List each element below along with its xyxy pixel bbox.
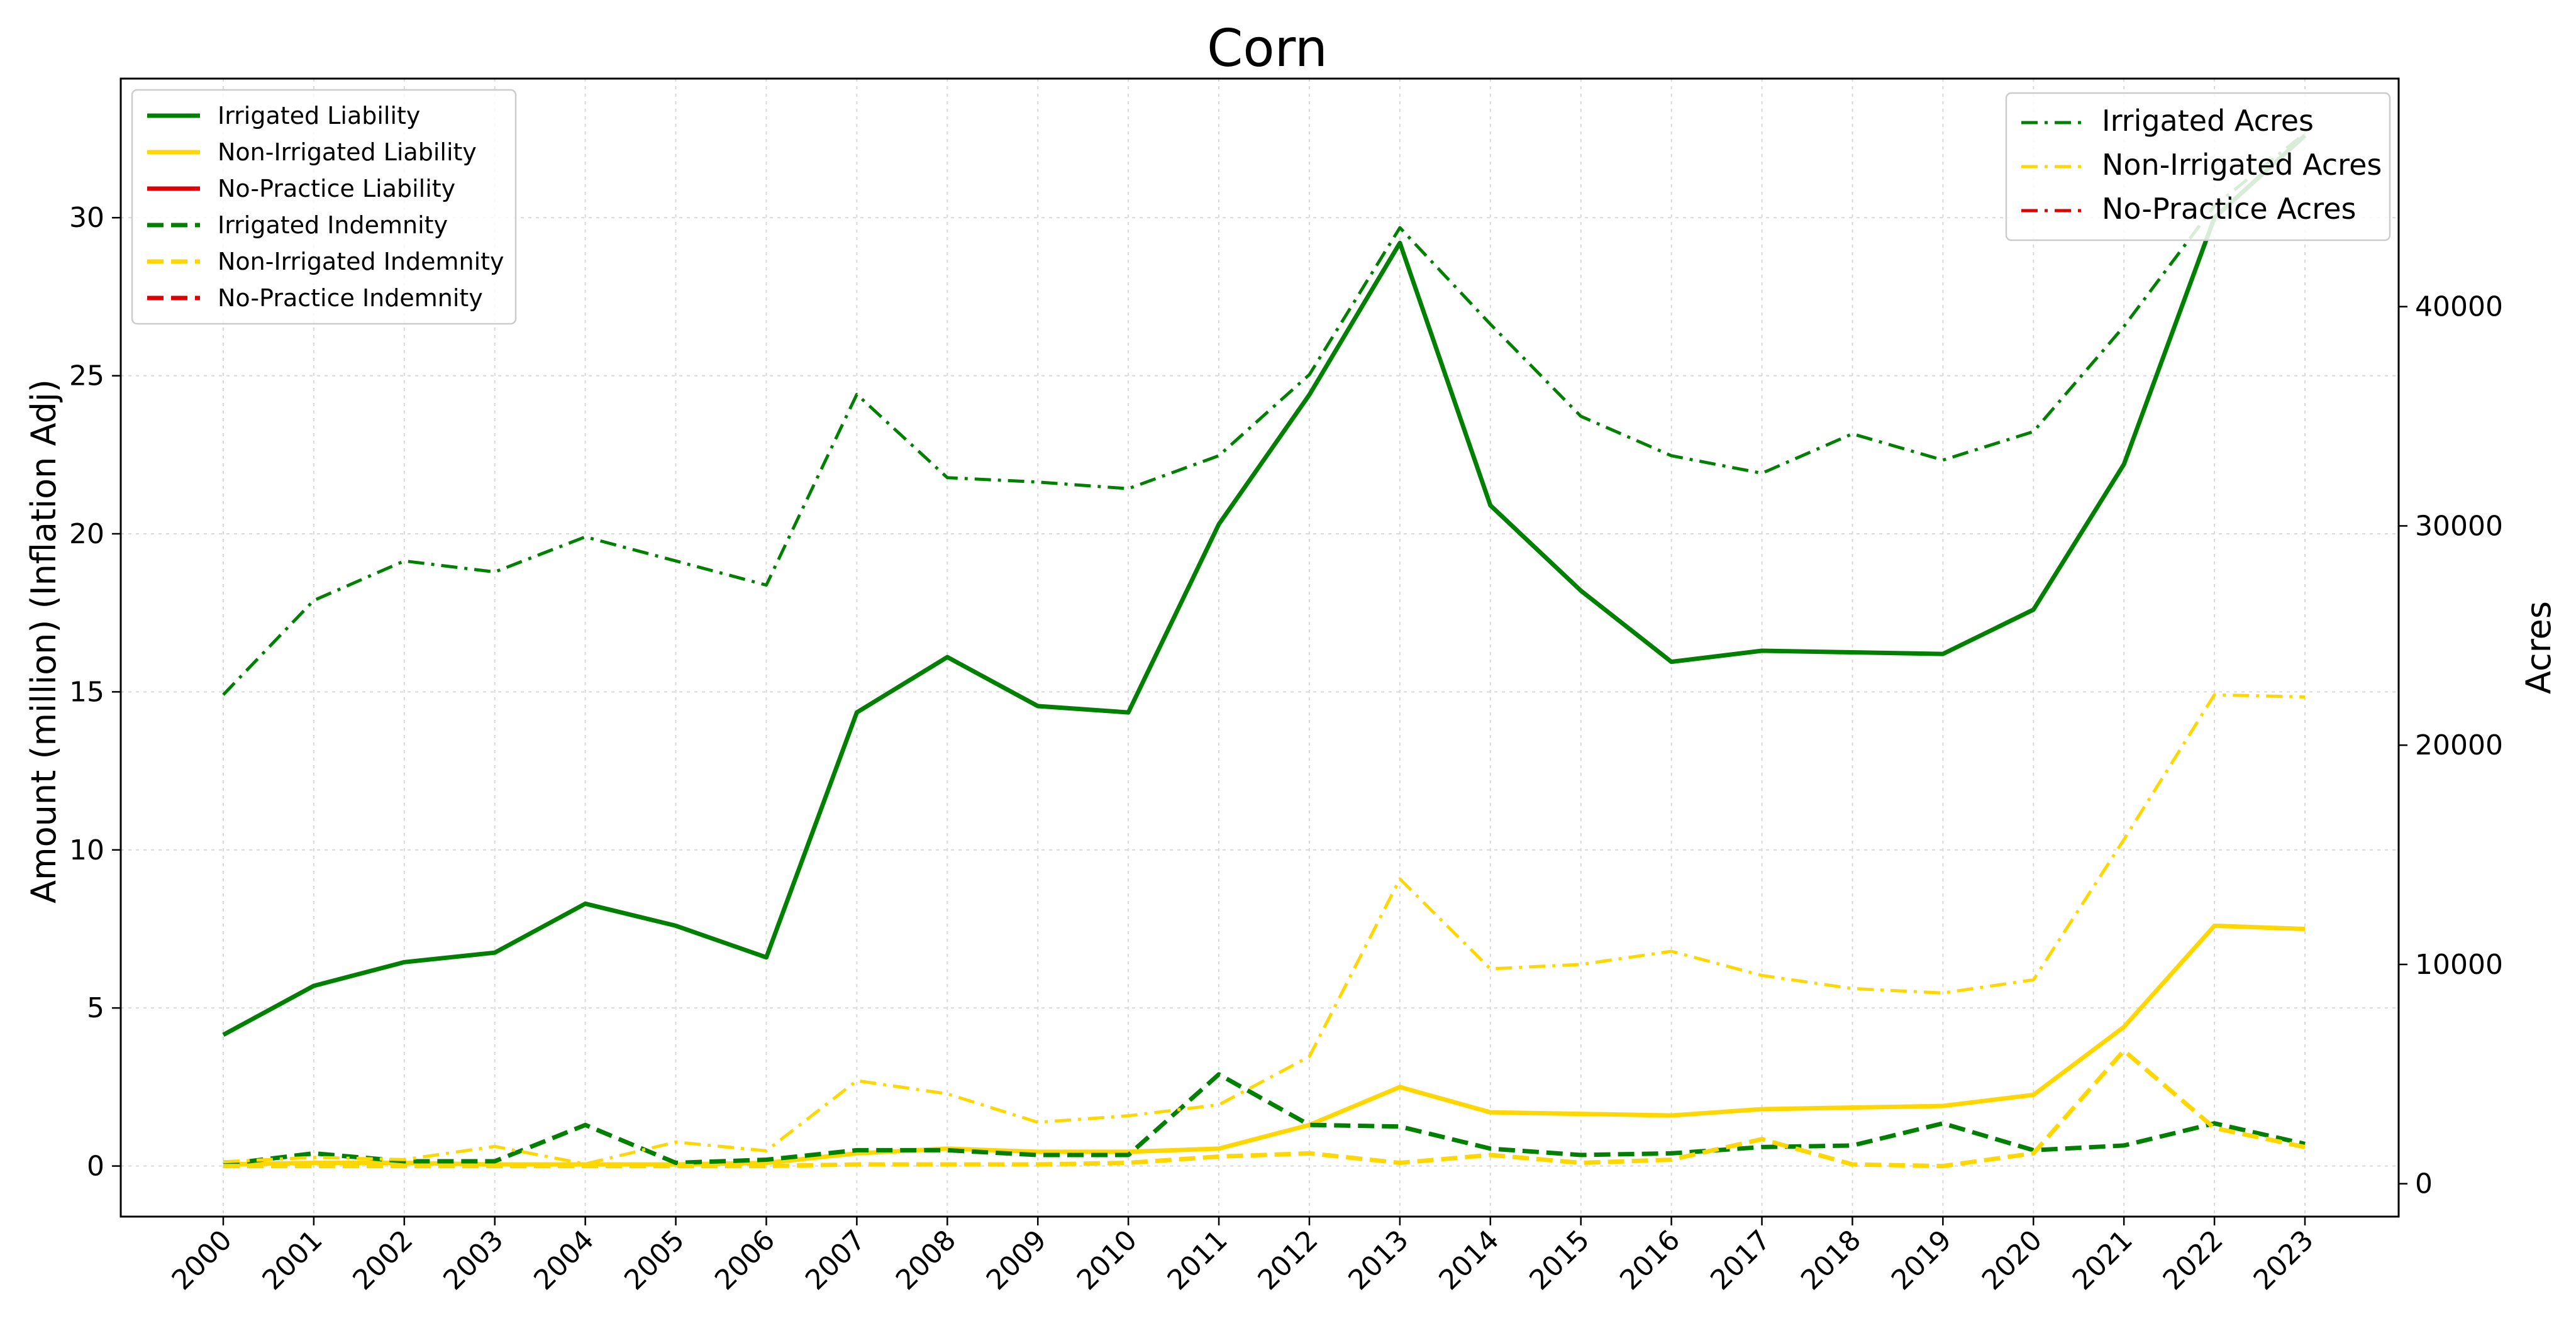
series-line — [223, 693, 2306, 1166]
legend-right: Irrigated Acres Non-Irrigated Acres No-Pra… — [2005, 92, 2391, 241]
legend-left: Irrigated Liability Non-Irrigated Liabili… — [131, 89, 517, 325]
series-layer — [222, 132, 2307, 1169]
x-tick-label: 2016 — [1614, 1224, 1686, 1296]
legend-label: No-Practice Acres — [2102, 192, 2356, 226]
x-axis-ticks: 2000 2001 2002 2003 2004 2005 2006 2007 2008 2009… — [166, 1217, 2320, 1296]
legend-label: Non-Irrigated Acres — [2102, 148, 2382, 182]
y-tick-label: 0 — [87, 1151, 104, 1183]
y-tick-label: 15 — [69, 676, 104, 708]
series-line — [223, 1072, 2306, 1167]
chart-title: Corn — [1207, 19, 1328, 79]
legend-label: Non-Irrigated Indemnity — [218, 248, 504, 275]
y-tick-label: 10 — [69, 834, 104, 866]
x-tick-label: 2021 — [2067, 1224, 2139, 1296]
legend-label: No-Practice Indemnity — [218, 284, 483, 312]
y2-tick-label: 30000 — [2415, 510, 2503, 542]
y-tick-label: 30 — [69, 202, 104, 234]
x-tick-label: 2017 — [1704, 1224, 1777, 1296]
x-tick-label: 2003 — [437, 1224, 509, 1296]
y2-tick-label: 20000 — [2415, 729, 2503, 761]
y2-axis-ticks: 0 10000 20000 30000 40000 — [2399, 291, 2503, 1200]
x-tick-label: 2022 — [2157, 1224, 2229, 1296]
y-axis-label: Amount (million) (Inflation Adj) — [24, 379, 64, 903]
y2-axis-label: Acres — [2519, 601, 2558, 694]
x-tick-label: 2023 — [2248, 1224, 2320, 1296]
series-line — [222, 133, 2307, 1037]
x-tick-label: 2009 — [980, 1224, 1053, 1296]
x-tick-label: 2018 — [1795, 1224, 1867, 1296]
x-tick-label: 2007 — [799, 1224, 872, 1296]
plot-frame — [119, 77, 2400, 1218]
legend-label: Irrigated Indemnity — [218, 211, 448, 239]
x-tick-label: 2002 — [347, 1224, 419, 1296]
x-tick-label: 2001 — [256, 1224, 328, 1296]
y-axis-ticks: 0 5 10 15 20 25 30 — [69, 202, 121, 1183]
series-line — [222, 132, 2306, 696]
x-tick-label: 2005 — [618, 1224, 691, 1296]
x-tick-label: 2011 — [1162, 1224, 1234, 1296]
legend-box — [2005, 92, 2391, 241]
x-tick-label: 2000 — [166, 1224, 238, 1296]
x-tick-label: 2008 — [890, 1224, 962, 1296]
x-tick-label: 2013 — [1342, 1224, 1414, 1296]
legend-label: Non-Irrigated Liability — [218, 138, 477, 166]
x-tick-label: 2014 — [1433, 1224, 1505, 1296]
series-line — [223, 1048, 2306, 1169]
x-tick-label: 2015 — [1523, 1224, 1596, 1296]
legend-label: No-Practice Liability — [218, 175, 455, 202]
x-tick-label: 2006 — [709, 1224, 781, 1296]
y2-tick-label: 0 — [2415, 1168, 2433, 1200]
legend-box — [131, 89, 517, 325]
x-tick-label: 2010 — [1071, 1224, 1143, 1296]
legend-label: Irrigated Liability — [218, 102, 420, 130]
y2-tick-label: 10000 — [2415, 949, 2503, 981]
y-tick-label: 25 — [69, 360, 104, 392]
series-line — [223, 923, 2306, 1167]
y2-tick-label: 40000 — [2415, 291, 2503, 323]
x-tick-label: 2012 — [1252, 1224, 1324, 1296]
y-tick-label: 5 — [87, 992, 104, 1024]
x-tick-label: 2020 — [1976, 1224, 2048, 1296]
legend-label: Irrigated Acres — [2102, 104, 2314, 138]
x-tick-label: 2019 — [1885, 1224, 1958, 1296]
x-tick-label: 2004 — [528, 1224, 600, 1296]
y-tick-label: 20 — [69, 518, 104, 550]
